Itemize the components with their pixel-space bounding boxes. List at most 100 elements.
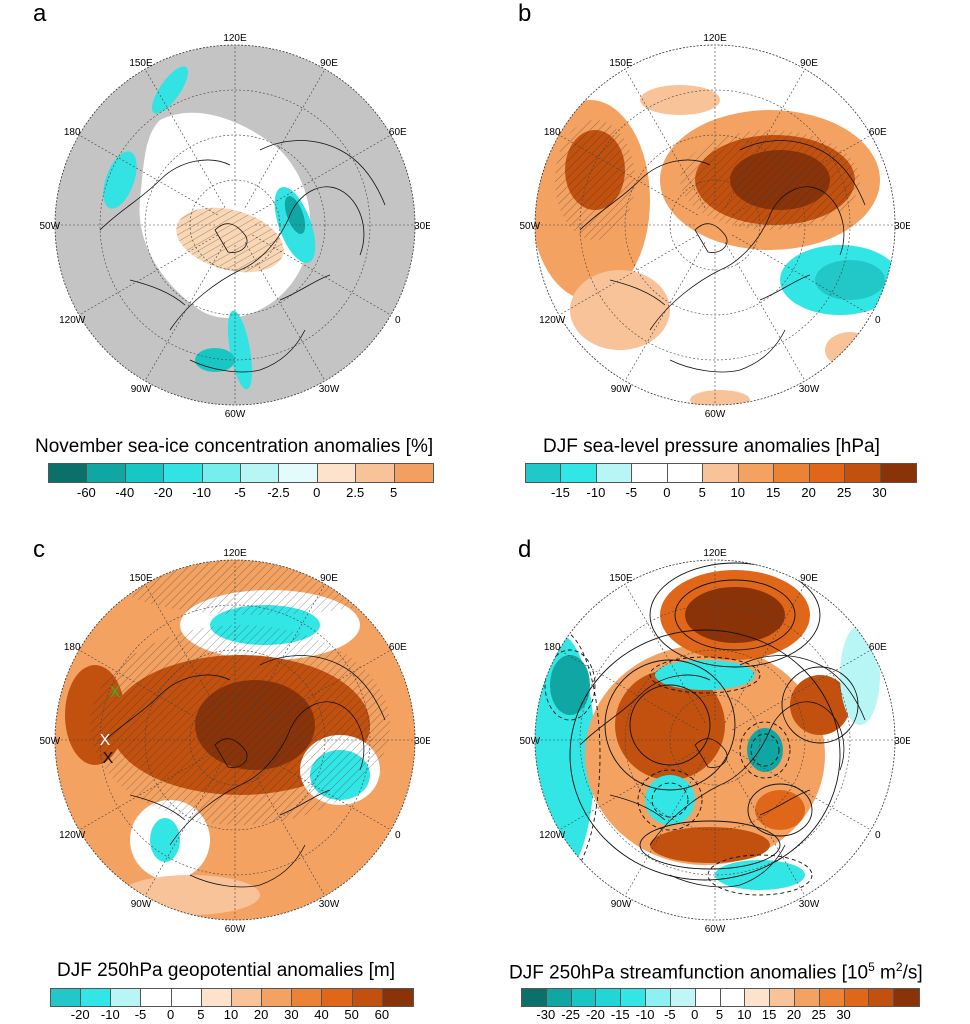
longitude-label: 30W (319, 384, 340, 395)
longitude-label: 90E (800, 58, 818, 69)
longitude-label: 30E (894, 221, 910, 232)
longitude-label: 60W (705, 409, 726, 420)
colorbar-tick-label: -15 (610, 1007, 630, 1022)
colorbar-swatch (202, 464, 241, 482)
colorbar-tick-label: -5 (664, 1007, 676, 1022)
longitude-label: 60E (389, 642, 407, 653)
longitude-label: 90E (320, 573, 338, 584)
longitude-label: 180 (544, 127, 561, 138)
colorbar-swatch (844, 989, 870, 1006)
colorbar-swatch (770, 989, 795, 1006)
longitude-label: 120W (539, 315, 566, 326)
colorbar-tick-label: 5 (715, 1007, 724, 1022)
colorbar-tick-label: 30 (872, 485, 887, 500)
colorbar-tick-label: -30 (536, 1007, 556, 1022)
panel-c-caption: DJF 250hPa geopotential anomalies [m] (57, 960, 395, 981)
longitude-label: 30E (414, 221, 430, 232)
longitude-label: 90E (320, 58, 338, 69)
colorbar-swatch (894, 989, 919, 1006)
longitude-label: 60E (869, 127, 887, 138)
longitude-label: 60W (225, 409, 246, 420)
colorbar-tick-label: 0 (167, 1007, 175, 1022)
colorbar-swatch (125, 464, 165, 482)
colorbar-swatch (720, 989, 746, 1006)
colorbar-swatch (738, 464, 775, 482)
colorbar-swatch (621, 989, 647, 1006)
longitude-label: 180 (544, 642, 561, 653)
colorbar-tick-label: 15 (761, 1007, 777, 1022)
slp-anomaly-map: 120E 90E 60E 30E 0 30W 60W 90W 120W 150W 180 150E (520, 33, 910, 420)
colorbar-swatch (292, 989, 323, 1006)
longitude-label: 90E (800, 573, 818, 584)
colorbar-tick-label: 10 (223, 1007, 239, 1022)
colorbar-swatch (231, 989, 263, 1006)
colorbar-swatch (774, 464, 810, 482)
colorbar-swatch (667, 464, 704, 482)
longitude-label: 150W (40, 736, 61, 747)
longitude-label: 90W (131, 899, 152, 910)
longitude-label: 30W (319, 899, 340, 910)
longitude-label: 0 (875, 830, 881, 841)
longitude-label: 30E (894, 736, 910, 747)
colorbar-tick-label: 10 (737, 1007, 752, 1022)
colorbar-tick-label: 10 (730, 485, 745, 500)
colorbar-tick-label: -5 (134, 1007, 147, 1022)
longitude-label: 60E (869, 642, 887, 653)
panel-a-label: a (33, 0, 47, 27)
colorbar-tick-label: -15 (551, 485, 570, 500)
longitude-label: 120E (703, 33, 727, 44)
colorbar-tick-label: 50 (344, 1007, 359, 1022)
colorbar-tick-label: -40 (115, 485, 135, 500)
colorbar-swatch (171, 989, 202, 1006)
colorbar-swatch (561, 464, 597, 482)
longitude-label: 150W (40, 221, 61, 232)
longitude-label: 120W (539, 830, 566, 841)
colorbar-tick-label: -20 (70, 1007, 90, 1022)
colorbar-tick-label: 30 (284, 1007, 299, 1022)
panel-d-caption: DJF 250hPa streamfunction anomalies [105… (509, 960, 923, 984)
colorbar-swatch (87, 464, 126, 482)
longitude-label: 60W (225, 924, 246, 935)
colorbar-tick-label: -10 (635, 1007, 655, 1022)
colorbar-tick-label: 25 (811, 1007, 826, 1022)
colorbar-swatch (869, 989, 895, 1006)
longitude-label: 180 (64, 127, 81, 138)
longitude-label: 150E (609, 58, 633, 69)
longitude-label: 30E (414, 736, 430, 747)
colorbar-tick-label: 0 (313, 485, 321, 500)
streamfunction-anomaly-map: 120E 90E 60E 30E 0 30W 60W 90W 120W 150W 180 150E (520, 548, 910, 935)
panel-b-label: b (518, 0, 532, 27)
location-marker: X (110, 684, 121, 701)
colorbar-tick-label: 20 (786, 1007, 802, 1022)
colorbar-tick-label: 30 (836, 1007, 851, 1022)
longitude-label: 120E (223, 548, 247, 559)
longitude-label: 150W (520, 736, 541, 747)
colorbar-swatch (845, 464, 881, 482)
colorbar-tick-label: -25 (561, 1007, 581, 1022)
colorbar-swatch (526, 464, 562, 482)
panel-d-label: d (518, 536, 532, 563)
colorbar-tick-label: 15 (765, 485, 781, 500)
longitude-label: 120E (223, 33, 247, 44)
longitude-label: 150E (129, 573, 153, 584)
longitude-label: 90W (131, 384, 152, 395)
colorbar-tick-label: -10 (192, 485, 211, 500)
longitude-label: 150E (609, 573, 633, 584)
longitude-label: 30W (799, 384, 820, 395)
longitude-label: 90W (611, 384, 632, 395)
colorbar-swatch (596, 989, 622, 1006)
colorbar-swatch (394, 464, 433, 482)
colorbar-tick-label: 0 (663, 485, 671, 500)
panel-a-caption: November sea-ice concentration anomalies… (35, 436, 434, 457)
longitude-label: 90W (611, 899, 632, 910)
colorbar-swatch (356, 464, 395, 482)
colorbar-swatch (164, 464, 203, 482)
longitude-label: 120E (703, 548, 727, 559)
colorbar-tick-label: -5 (234, 485, 246, 500)
colorbar-swatch (703, 464, 739, 482)
longitude-label: 0 (395, 830, 401, 841)
colorbar-tick-label: -60 (76, 485, 96, 500)
longitude-label: 180 (64, 642, 81, 653)
colorbar-tick-label: -5 (625, 485, 638, 500)
colorbar-tick-label: 0 (691, 1007, 699, 1022)
